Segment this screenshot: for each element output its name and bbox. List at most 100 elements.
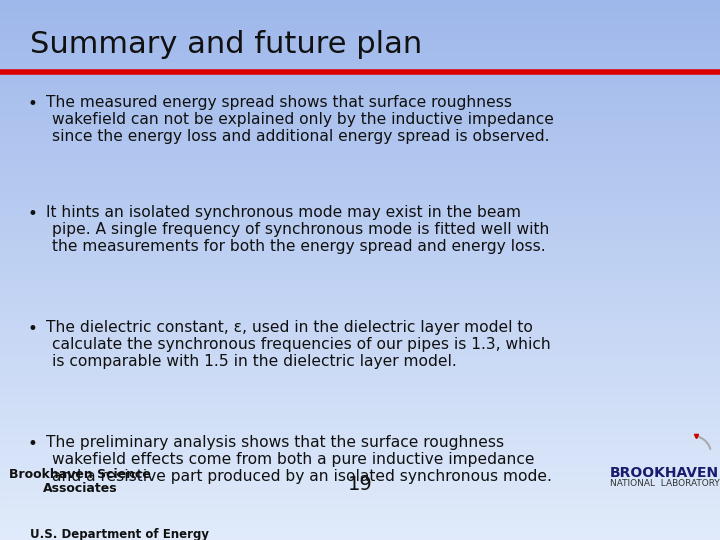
- Bar: [0, 231, 720, 232]
- Bar: [0, 486, 720, 488]
- Bar: [0, 394, 720, 396]
- Bar: [0, 356, 720, 358]
- Bar: [0, 493, 720, 495]
- Bar: [0, 81, 720, 83]
- Bar: [0, 162, 720, 164]
- Bar: [0, 525, 720, 528]
- Bar: [0, 69, 720, 70]
- Bar: [0, 295, 720, 297]
- Text: since the energy loss and additional energy spread is observed.: since the energy loss and additional ene…: [52, 129, 549, 144]
- Bar: [0, 457, 720, 459]
- Text: •: •: [28, 435, 38, 453]
- Bar: [0, 447, 720, 448]
- Text: Brookhaven Science: Brookhaven Science: [9, 468, 151, 481]
- Bar: [0, 144, 720, 146]
- Bar: [0, 466, 720, 468]
- Bar: [0, 428, 720, 430]
- Bar: [0, 83, 720, 85]
- Bar: [0, 43, 720, 45]
- Bar: [0, 518, 720, 520]
- Bar: [0, 178, 720, 180]
- Bar: [0, 31, 720, 32]
- Bar: [0, 502, 720, 504]
- Bar: [0, 396, 720, 398]
- Bar: [0, 279, 720, 281]
- Text: The measured energy spread shows that surface roughness: The measured energy spread shows that su…: [46, 95, 512, 110]
- Bar: [0, 182, 720, 184]
- Bar: [0, 288, 720, 290]
- Text: Associates: Associates: [42, 482, 117, 495]
- Bar: [0, 417, 720, 420]
- Bar: [0, 113, 720, 115]
- Bar: [0, 373, 720, 374]
- Bar: [0, 434, 720, 436]
- Bar: [0, 432, 720, 434]
- Bar: [0, 385, 720, 387]
- Bar: [0, 421, 720, 423]
- Bar: [0, 137, 720, 139]
- Text: 19: 19: [348, 475, 372, 494]
- Bar: [0, 309, 720, 312]
- Bar: [0, 531, 720, 533]
- Bar: [0, 243, 720, 245]
- Bar: [0, 12, 720, 15]
- Bar: [0, 409, 720, 410]
- Bar: [0, 42, 720, 43]
- Bar: [0, 346, 720, 347]
- Bar: [0, 59, 720, 61]
- Bar: [0, 49, 720, 50]
- Bar: [0, 70, 720, 72]
- Bar: [0, 520, 720, 522]
- Bar: [0, 410, 720, 412]
- Bar: [0, 315, 720, 317]
- Bar: [0, 93, 720, 96]
- Bar: [0, 454, 720, 455]
- Bar: [0, 293, 720, 295]
- Bar: [0, 97, 720, 99]
- Bar: [0, 200, 720, 201]
- Bar: [0, 515, 720, 517]
- Bar: [0, 506, 720, 508]
- Bar: [0, 513, 720, 515]
- Bar: [0, 252, 720, 254]
- Bar: [0, 38, 720, 39]
- Bar: [0, 495, 720, 497]
- Bar: [0, 263, 720, 265]
- Bar: [0, 491, 720, 493]
- Bar: [0, 96, 720, 97]
- Bar: [0, 274, 720, 275]
- Bar: [0, 331, 720, 333]
- Bar: [0, 439, 720, 441]
- Bar: [0, 171, 720, 173]
- Bar: [0, 517, 720, 518]
- Bar: [0, 115, 720, 117]
- Bar: [0, 140, 720, 142]
- Bar: [0, 85, 720, 86]
- Bar: [0, 151, 720, 153]
- Bar: [0, 207, 720, 209]
- Bar: [0, 497, 720, 498]
- Bar: [0, 142, 720, 144]
- Bar: [0, 362, 720, 363]
- Bar: [0, 522, 720, 524]
- Bar: [0, 212, 720, 214]
- Bar: [0, 403, 720, 405]
- Bar: [0, 155, 720, 157]
- Bar: [0, 54, 720, 56]
- Bar: [0, 174, 720, 177]
- Bar: [0, 218, 720, 220]
- Bar: [0, 448, 720, 450]
- Bar: [0, 329, 720, 331]
- Bar: [0, 326, 720, 328]
- Bar: [0, 198, 720, 200]
- Bar: [0, 437, 720, 439]
- Bar: [0, 185, 720, 187]
- Bar: [0, 130, 720, 131]
- Bar: [0, 29, 720, 31]
- Bar: [0, 353, 720, 355]
- Text: The dielectric constant, ε, used in the dielectric layer model to: The dielectric constant, ε, used in the …: [46, 320, 533, 335]
- Bar: [0, 241, 720, 243]
- Bar: [0, 382, 720, 383]
- Bar: [0, 23, 720, 25]
- Bar: [0, 193, 720, 194]
